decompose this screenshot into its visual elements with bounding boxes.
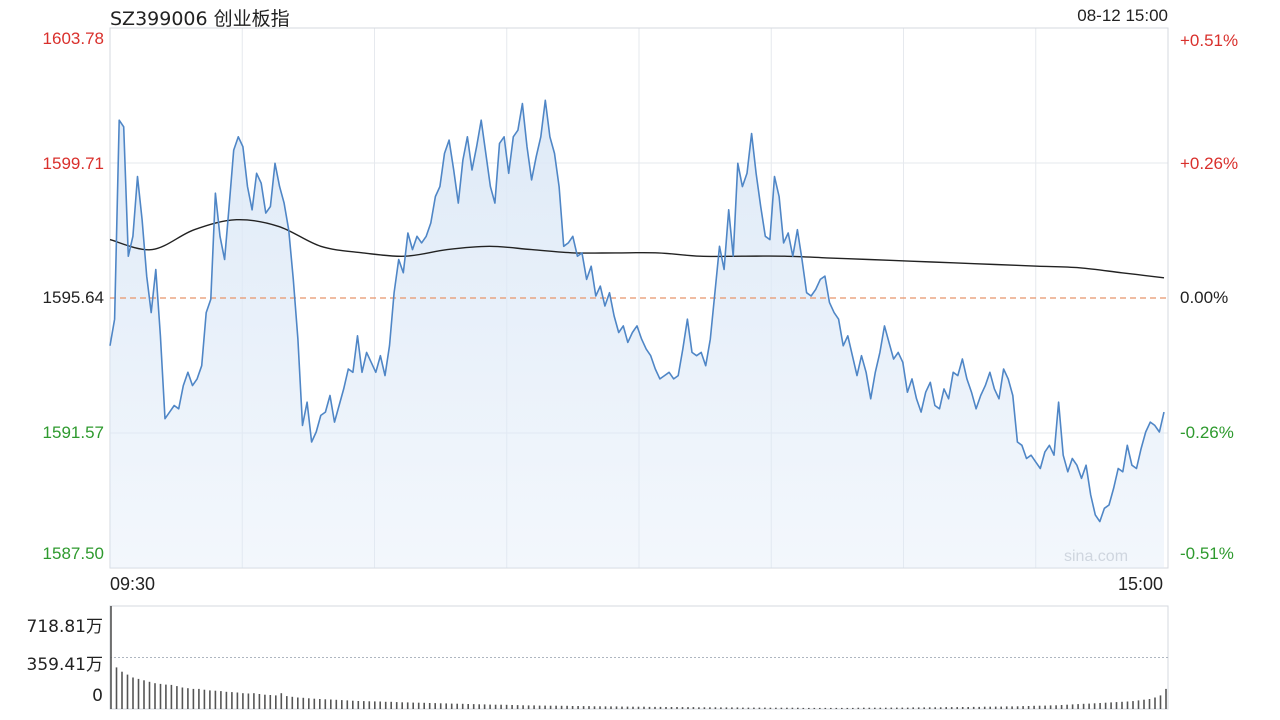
y-tick-left: 1595.64 bbox=[42, 288, 104, 307]
y-tick-left: 1599.71 bbox=[42, 154, 104, 173]
price-area bbox=[110, 100, 1164, 569]
average-line bbox=[109, 218, 1165, 279]
chart-datetime: 08-12 15:00 bbox=[1077, 6, 1168, 25]
price-line bbox=[109, 99, 1165, 523]
y-tick-right: +0.51% bbox=[1180, 31, 1239, 50]
volume-tick: 0 bbox=[92, 686, 103, 706]
y-tick-right: +0.26% bbox=[1180, 154, 1239, 173]
y-tick-left: 1587.50 bbox=[42, 544, 104, 563]
volume-tick: 359.41万 bbox=[26, 655, 103, 675]
watermark: sina.com bbox=[1064, 548, 1129, 565]
y-tick-right: 0.00% bbox=[1180, 288, 1229, 307]
y-tick-right: -0.51% bbox=[1180, 544, 1234, 563]
y-tick-left: 1603.78 bbox=[42, 29, 104, 48]
x-tick: 15:00 bbox=[1118, 574, 1164, 594]
y-tick-left: 1591.57 bbox=[42, 423, 104, 442]
x-tick: 09:30 bbox=[110, 574, 156, 594]
volume-tick: 718.81万 bbox=[26, 617, 103, 637]
page-title: SZ399006 创业板指 bbox=[110, 8, 290, 30]
y-tick-right: -0.26% bbox=[1180, 423, 1234, 442]
